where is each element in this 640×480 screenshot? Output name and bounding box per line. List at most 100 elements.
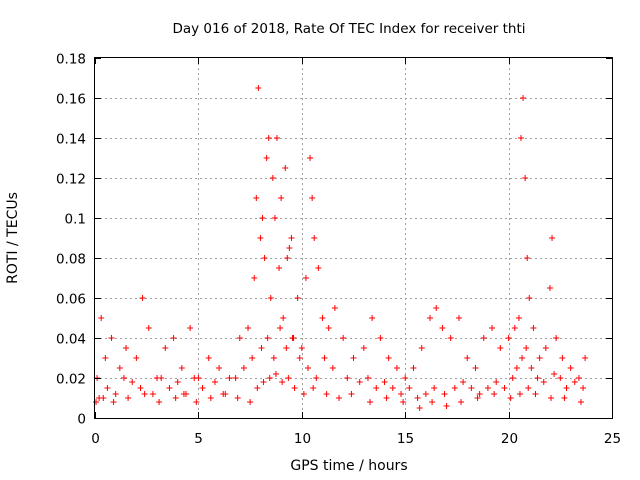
data-point <box>257 235 264 241</box>
data-point <box>460 379 467 385</box>
data-point <box>364 375 371 381</box>
data-point <box>427 315 434 321</box>
data-point <box>187 325 194 331</box>
x-axis-label: GPS time / hours <box>290 458 407 474</box>
data-point <box>528 365 535 371</box>
y-tick-label: 0.04 <box>56 332 86 348</box>
data-point <box>557 375 564 381</box>
data-point <box>207 395 214 401</box>
data-point <box>319 315 326 321</box>
x-tick-label: 25 <box>604 431 621 447</box>
data-point <box>199 385 206 391</box>
data-point <box>441 391 448 397</box>
data-point <box>416 405 423 411</box>
y-tick-label: 0 <box>77 412 86 428</box>
data-point <box>402 375 409 381</box>
data-point <box>398 391 405 397</box>
data-point <box>116 365 123 371</box>
data-point <box>561 395 568 401</box>
data-point <box>360 345 367 351</box>
data-point <box>389 385 396 391</box>
data-point <box>258 345 265 351</box>
data-point <box>468 385 475 391</box>
data-point <box>283 345 290 351</box>
data-point <box>323 391 330 397</box>
data-point <box>264 335 271 341</box>
data-point <box>245 325 252 331</box>
data-point <box>523 345 530 351</box>
data-point <box>493 379 500 385</box>
data-point <box>216 365 223 371</box>
data-point <box>451 385 458 391</box>
data-point <box>577 399 584 405</box>
x-tick-label: 20 <box>501 431 518 447</box>
data-point <box>254 385 261 391</box>
data-point <box>501 385 508 391</box>
data-point <box>429 399 436 405</box>
data-point <box>294 295 301 301</box>
data-point <box>474 395 481 401</box>
data-point <box>276 265 283 271</box>
y-tick-label: 0.18 <box>56 52 86 68</box>
data-point <box>93 399 100 405</box>
data-point <box>156 399 163 405</box>
data-point <box>348 391 355 397</box>
data-point <box>129 379 136 385</box>
data-point <box>261 255 268 261</box>
x-tick-label: 10 <box>294 431 311 447</box>
tick-labels: 0 0.02 0.04 0.06 0.08 0.1 0.12 0.14 0.16 0.18 0 5 10… <box>56 52 621 448</box>
data-point <box>464 355 471 361</box>
data-point <box>112 391 119 397</box>
data-point <box>296 355 303 361</box>
data-point <box>313 375 320 381</box>
data-point <box>269 175 276 181</box>
data-point <box>267 295 274 301</box>
data-point <box>234 395 241 401</box>
data-point <box>137 385 144 391</box>
data-point <box>255 85 262 91</box>
data-point <box>489 325 496 331</box>
data-point <box>340 335 347 341</box>
data-point <box>162 345 169 351</box>
y-tick-label: 0.12 <box>56 172 86 188</box>
axis-ticks <box>95 58 613 419</box>
data-point <box>582 355 589 361</box>
data-point <box>158 375 165 381</box>
chart-title: Day 016 of 2018, Rate Of TEC Index for r… <box>172 21 525 37</box>
data-point <box>307 155 314 161</box>
data-point <box>373 385 380 391</box>
data-point <box>443 403 450 409</box>
data-point <box>272 371 279 377</box>
data-point <box>291 385 298 391</box>
data-point <box>325 325 332 331</box>
data-point <box>265 135 272 141</box>
data-point <box>236 335 243 341</box>
data-point <box>286 245 293 251</box>
data-point <box>172 395 179 401</box>
data-point <box>205 355 212 361</box>
data-point <box>331 305 338 311</box>
data-point <box>149 391 156 397</box>
data-point <box>422 391 429 397</box>
data-point <box>280 315 287 321</box>
data-point <box>377 335 384 341</box>
data-point <box>305 365 312 371</box>
data-point <box>273 135 280 141</box>
data-point <box>180 391 187 397</box>
data-point <box>178 365 185 371</box>
data-point <box>302 275 309 281</box>
data-point <box>553 335 560 341</box>
data-point <box>141 391 148 397</box>
x-tick-label: 5 <box>194 431 203 447</box>
data-point <box>271 215 278 221</box>
data-point <box>309 195 316 201</box>
data-point <box>367 399 374 405</box>
x-tick-label: 0 <box>91 431 100 447</box>
data-point <box>282 165 289 171</box>
data-point <box>285 375 292 381</box>
data-point <box>344 375 351 381</box>
data-point <box>520 95 527 101</box>
data-point <box>511 325 518 331</box>
data-point <box>509 375 516 381</box>
data-point <box>455 315 462 321</box>
